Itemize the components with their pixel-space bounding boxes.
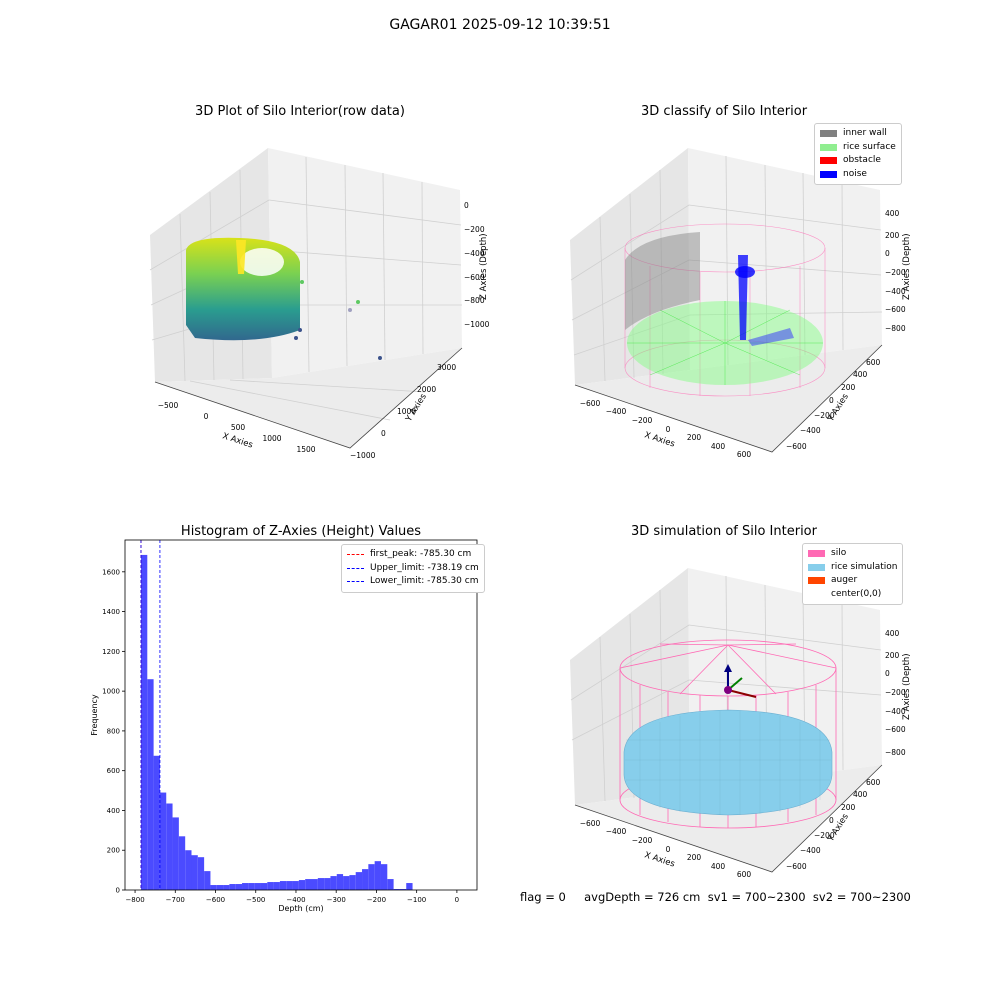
histogram-bar [172,817,179,890]
plot2-title: 3D classify of Silo Interior [640,104,808,119]
histogram-bar [286,881,293,890]
histogram-bar [235,884,243,890]
histogram-bar [159,792,167,890]
histogram-ytick-label: 1400 [102,608,120,616]
histogram-bar [267,882,274,890]
histogram-ytick-label: 1200 [102,648,120,656]
histogram-ytick-label: 600 [107,767,120,775]
histogram-ytick-label: 200 [107,847,120,855]
plot3-title: Histogram of Z-Axies (Height) Values [180,524,422,539]
histogram-bar [380,864,388,890]
histogram-xlabel: Depth (cm) [278,904,323,913]
histogram-bars [140,554,413,890]
histogram-bar [185,850,192,890]
legend-item-upper-limit: Upper_limit: -738.19 cm [347,562,479,576]
histogram-bar [362,869,369,890]
histogram-xtick-label: −800 [125,896,144,904]
histogram-bar [298,880,306,890]
legend-item-inner-wall: inner wall [820,127,896,141]
plot4-legend: silo rice simulation auger center(0,0) [802,543,904,605]
histogram-bar [387,879,394,890]
histogram-bar [330,876,337,890]
legend-item-auger: auger [808,574,897,588]
legend-item-center: center(0,0) [831,588,882,599]
histogram-bar [147,679,154,890]
plot1-title: 3D Plot of Silo Interior(row data) [195,104,405,119]
histogram-xticks: −800 −700 −600 −500 −400 −300 −200 −100 0 [125,890,459,904]
histogram-bar [273,882,280,890]
histogram-bar [223,885,230,890]
histogram-ytick-label: 800 [107,727,120,735]
histogram-xtick-label: −100 [407,896,426,904]
legend-item-noise: noise [820,168,896,182]
histogram-xtick-label: −200 [367,896,386,904]
histogram-bar [374,861,381,890]
histogram-bar [260,883,268,890]
histogram-bar [197,857,205,890]
histogram-bar [248,883,255,890]
legend-item-rice-surface: rice surface [820,141,896,155]
histogram-bar [336,874,344,890]
histogram-legend: first_peak: -785.30 cm Upper_limit: -738… [341,544,485,593]
histogram-ytick-label: 400 [107,807,120,815]
histogram-ytick-label: 1600 [102,568,120,576]
histogram-bar [343,876,350,890]
legend-item-obstacle: obstacle [820,154,896,168]
legend-item-first-peak: first_peak: -785.30 cm [347,548,479,562]
histogram-bar [317,878,325,890]
status-footer: flag = 0 avgDepth = 726 cm sv1 = 700~230… [520,890,911,904]
histogram-bar [355,872,363,890]
histogram-xtick-label: −400 [286,896,305,904]
histogram-bar [178,836,186,890]
histogram-bar [153,755,160,890]
histogram-ylabel: Frequency [90,694,99,736]
histogram-xtick-label: −500 [246,896,265,904]
plot4-title: 3D simulation of Silo Interior [631,524,817,539]
figure-title: GAGAR01 2025-09-12 10:39:51 [389,17,611,33]
histogram-bar [279,881,287,890]
histogram-xtick-label: −300 [327,896,346,904]
legend-item-rice-simulation: rice simulation [808,561,897,575]
histogram-bar [242,883,249,890]
histogram-bar [216,885,224,890]
histogram-xtick-label: 0 [455,896,459,904]
histogram-bar [406,883,413,890]
histogram-ytick-label: 1000 [102,688,120,696]
histogram-bar [254,883,261,890]
legend-item-silo: silo [808,547,897,561]
histogram-bar [292,881,299,890]
histogram-bar [166,803,173,890]
histogram-bar [393,889,400,890]
histogram-bar [349,875,356,890]
histogram-frame [124,539,478,891]
histogram-bar [324,878,331,890]
plot2-legend: inner wall rice surface obstacle noise [814,123,902,185]
histogram-bar [140,554,148,890]
histogram-ytick-label: 0 [116,887,120,895]
histogram-bar [399,889,407,890]
histogram-xtick-label: −600 [206,896,225,904]
histogram-bar [368,864,375,890]
histogram-bar [305,879,312,890]
histogram-yticks: 0 200 400 600 800 1000 1200 1400 1600 [102,568,125,895]
legend-item-lower-limit: Lower_limit: -785.30 cm [347,575,479,589]
histogram-vlines [140,540,161,890]
histogram-bar [191,855,198,890]
histogram-bar [229,884,236,890]
histogram-bar [204,871,211,890]
histogram-bar [311,879,318,890]
histogram-bar [210,885,217,890]
histogram-xtick-label: −700 [166,896,185,904]
